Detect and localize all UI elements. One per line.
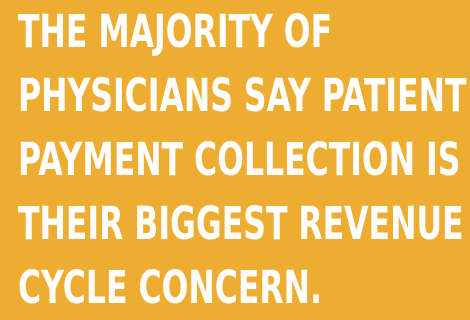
headline-line-1: THE MAJORITY OF <box>18 5 333 58</box>
headline-line-2: PHYSICIANS SAY PATIENT <box>18 69 467 122</box>
headline-line-5: CYCLE CONCERN. <box>18 261 322 314</box>
headline: THE MAJORITY OF PHYSICIANS SAY PATIENT P… <box>18 0 468 320</box>
headline-line-3: PAYMENT COLLECTION IS <box>18 133 461 186</box>
headline-line-4: THEIR BIGGEST REVENUE <box>18 197 464 250</box>
